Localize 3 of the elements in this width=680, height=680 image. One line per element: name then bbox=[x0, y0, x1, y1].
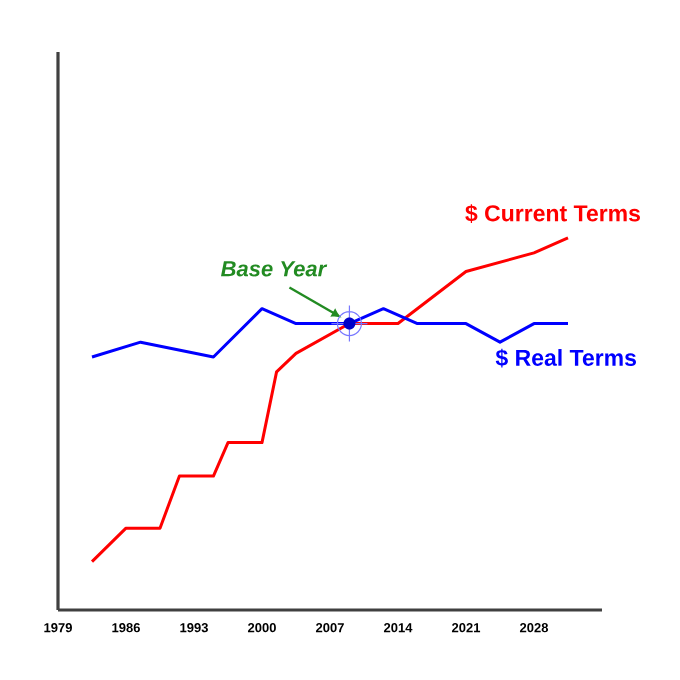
annotation: Base Year bbox=[221, 261, 328, 277]
series-label: $ Current Terms bbox=[465, 204, 640, 223]
series-label: $ Real Terms bbox=[495, 348, 636, 368]
